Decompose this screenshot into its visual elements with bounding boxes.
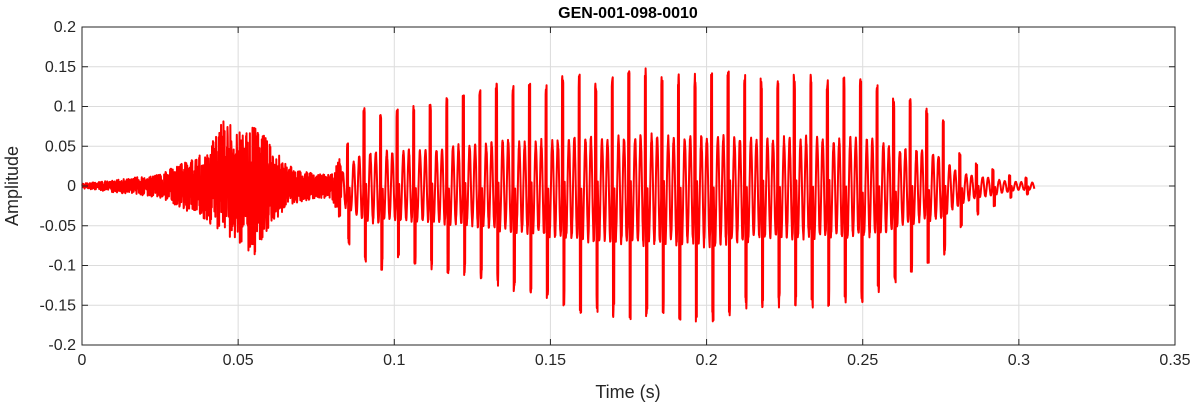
x-tick-label: 0 xyxy=(78,352,87,369)
x-axis-label: Time (s) xyxy=(595,382,660,402)
x-tick-label: 0.1 xyxy=(383,352,405,369)
chart-title: GEN-001-098-0010 xyxy=(558,5,698,22)
waveform-line xyxy=(81,67,1036,323)
y-tick-label: -0.2 xyxy=(48,337,76,354)
waveform-series xyxy=(81,67,1036,323)
y-tick-label: 0 xyxy=(67,178,76,195)
y-tick-label: 0.15 xyxy=(45,59,76,76)
x-tick-label: 0.15 xyxy=(535,352,566,369)
x-tick-label: 0.35 xyxy=(1159,352,1190,369)
x-tick-label: 0.2 xyxy=(695,352,717,369)
y-axis-label: Amplitude xyxy=(2,146,22,226)
x-tick-label: 0.3 xyxy=(1008,352,1030,369)
y-tick-label: -0.1 xyxy=(48,258,76,275)
x-tick-label: 0.25 xyxy=(847,352,878,369)
y-tick-label: -0.15 xyxy=(40,297,77,314)
y-tick-label: -0.05 xyxy=(40,218,77,235)
tick-marks xyxy=(81,26,1176,346)
y-tick-label: 0.2 xyxy=(54,19,76,36)
x-tick-labels: 0 0.05 0.1 0.15 0.2 0.25 0.3 0.35 xyxy=(78,352,1191,369)
y-tick-label: 0.05 xyxy=(45,138,76,155)
x-tick-label: 0.05 xyxy=(223,352,254,369)
y-tick-labels: -0.2 -0.15 -0.1 -0.05 0 0.05 0.1 0.15 0.2 xyxy=(40,19,77,354)
y-tick-label: 0.1 xyxy=(54,99,76,116)
